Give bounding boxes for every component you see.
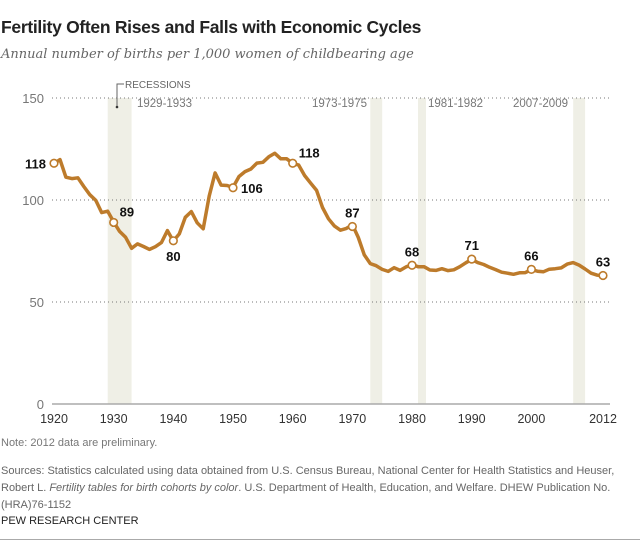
data-point-marker xyxy=(228,183,238,193)
y-tick-label: 100 xyxy=(22,193,44,208)
footer-divider xyxy=(0,539,640,540)
fertility-line-chart: 1929-1933 1973-1975 1981-1982 2007-2009 RECE… xyxy=(22,80,617,426)
sources: Sources: Statistics calculated using dat… xyxy=(1,463,639,514)
data-point-marker xyxy=(109,217,119,228)
chart-subtitle: Annual number of births per 1,000 women … xyxy=(1,47,414,62)
data-point-marker xyxy=(288,158,298,168)
recession-label: 1973-1975 xyxy=(312,98,367,110)
sources-prefix: Sources: Statistics calculated using dat… xyxy=(1,465,615,494)
x-tick-label: 1970 xyxy=(338,412,366,426)
data-point-marker xyxy=(467,254,477,264)
recession-band xyxy=(573,98,586,404)
note: Note: 2012 data are preliminary. xyxy=(1,437,158,449)
data-point-marker xyxy=(347,221,357,232)
recession-band xyxy=(107,98,132,404)
data-point-marker xyxy=(49,158,59,168)
data-point-marker xyxy=(598,270,608,281)
x-tick-label: 1950 xyxy=(219,412,247,426)
x-tick-label: 1940 xyxy=(159,412,187,426)
y-tick-label: 0 xyxy=(37,397,44,412)
recession-label: 1929-1933 xyxy=(137,98,192,110)
x-tick-label: 1980 xyxy=(398,412,426,426)
data-label: 87 xyxy=(345,206,359,221)
data-label: 66 xyxy=(524,248,538,263)
fertility-series-line xyxy=(52,151,605,278)
x-tick-label: 1920 xyxy=(40,412,68,426)
x-tick-label: 1960 xyxy=(279,412,307,426)
recessions-bracket xyxy=(116,83,124,106)
x-tick-label: 1990 xyxy=(458,412,486,426)
data-label: 68 xyxy=(405,244,419,259)
sources-italic-title: Fertility tables for birth cohorts by co… xyxy=(49,482,239,494)
data-point-marker xyxy=(168,236,178,246)
chart-title: Fertility Often Rises and Falls with Eco… xyxy=(1,17,422,37)
recessions-legend-label: RECESSIONS xyxy=(125,80,191,91)
data-label: 118 xyxy=(25,156,46,171)
recession-band xyxy=(418,98,426,404)
data-label: 63 xyxy=(596,254,610,269)
recession-band xyxy=(370,98,383,404)
y-tick-label: 150 xyxy=(22,91,44,106)
recession-label: 1981-1982 xyxy=(428,98,483,110)
y-tick-label: 50 xyxy=(30,295,44,310)
data-label: 71 xyxy=(464,238,478,253)
brand-name: PEW RESEARCH CENTER xyxy=(1,515,139,527)
recession-label: 2007-2009 xyxy=(513,98,568,110)
data-label: 80 xyxy=(166,249,180,264)
x-tick-label: 1930 xyxy=(100,412,128,426)
data-point-marker xyxy=(526,264,536,274)
data-label: 118 xyxy=(299,145,320,160)
data-label: 106 xyxy=(241,181,263,196)
x-tick-label: 2000 xyxy=(517,412,545,426)
data-label: 89 xyxy=(120,204,134,219)
data-point-marker xyxy=(407,260,417,270)
sources-suffix: . U.S. Department of Health, Education, … xyxy=(1,482,611,511)
x-tick-label: 2012 xyxy=(589,412,617,426)
recessions-dot xyxy=(115,105,119,109)
